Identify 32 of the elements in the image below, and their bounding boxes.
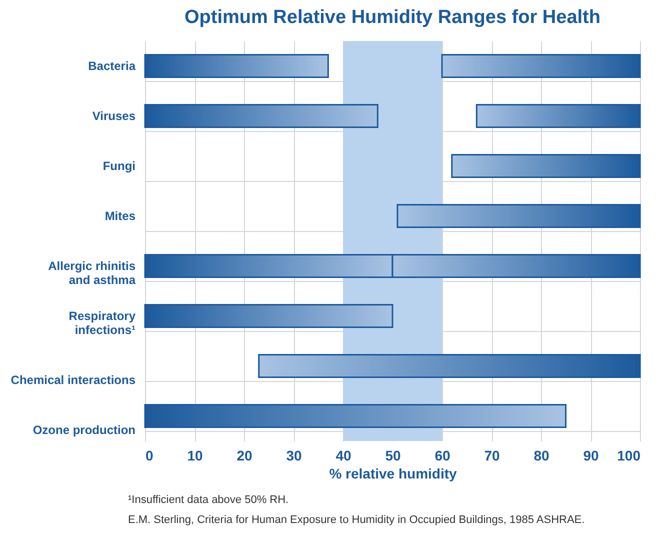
chart-title: Optimum Relative Humidity Ranges for Health xyxy=(184,7,600,28)
x-tick-label: 30 xyxy=(286,448,302,464)
y-tick-label: Viruses xyxy=(92,109,136,123)
x-tick-label: 10 xyxy=(187,448,203,464)
bar xyxy=(396,204,641,228)
bar xyxy=(144,304,394,328)
bar xyxy=(451,154,641,178)
x-tick-label: 60 xyxy=(434,448,450,464)
y-tick-label: Allergic rhinitis and asthma xyxy=(48,259,136,287)
y-tick-label: Bacteria xyxy=(88,59,136,73)
x-tick-label: 40 xyxy=(336,448,352,464)
y-tick-label: Respiratory infections¹ xyxy=(68,309,136,337)
x-tick-label: 100 xyxy=(617,448,641,464)
bar xyxy=(144,104,378,128)
x-tick-label: 80 xyxy=(534,448,550,464)
bar xyxy=(144,404,566,428)
x-tick-label: 70 xyxy=(484,448,500,464)
x-axis-title: % relative humidity xyxy=(329,466,458,482)
y-tick-label: Ozone production xyxy=(32,423,136,437)
bar xyxy=(476,104,641,128)
x-tick-label: 20 xyxy=(236,448,252,464)
text: ¹Insufficient data above 50% RH. xyxy=(128,494,290,506)
x-tick-label: 0 xyxy=(146,448,154,464)
x-tick-label: 50 xyxy=(385,448,401,464)
text: E.M. Sterling, Criteria for Human Exposure to Humidity in Occupied Buildings, 1985 ASHRAE. xyxy=(128,514,586,526)
x-tick-label: 90 xyxy=(583,448,599,464)
y-tick-label: Mites xyxy=(104,209,136,223)
bar xyxy=(258,354,641,378)
y-tick-label: Chemical interactions xyxy=(10,373,136,387)
bar xyxy=(144,54,329,78)
y-tick-label: Fungi xyxy=(102,159,136,173)
bar xyxy=(441,54,641,78)
